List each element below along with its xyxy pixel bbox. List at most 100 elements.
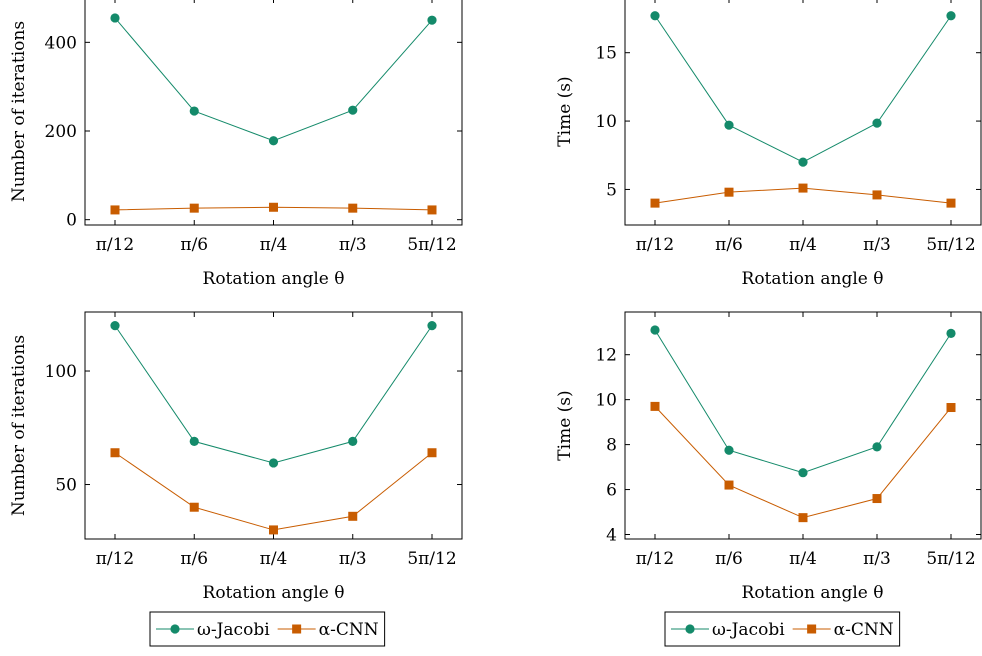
x-tick-label: π/3 [339,235,367,255]
y-tick-label: 400 [45,33,77,53]
x-tick-label: 5π/12 [926,235,975,255]
series-line [654,406,952,519]
data-point [189,502,199,512]
data-point [189,436,199,446]
x-tick-label: π/4 [789,235,817,255]
series-line [654,15,952,163]
data-point [798,513,808,523]
data-point [724,187,734,197]
y-tick-label: 10 [595,391,617,411]
y-tick-label: 10 [595,112,617,132]
y-tick-label: 200 [45,122,77,142]
x-tick-label: 5π/12 [926,549,975,569]
legend-1: ω-Jacobi α-CNN [149,611,386,647]
data-point [348,105,358,115]
x-tick-label: π/12 [96,549,135,569]
y-axis-label: Time (s) [555,390,575,460]
legend-2: ω-Jacobi α-CNN [664,611,901,647]
x-tick-label: π/4 [789,549,817,569]
data-point [650,401,660,411]
x-axis-label: Rotation angle θ [203,269,345,289]
data-point [110,205,120,215]
data-point [650,198,660,208]
data-point [798,468,808,478]
x-tick-label: π/12 [96,235,135,255]
plot-frame [84,311,463,540]
x-tick-label: 5π/12 [407,549,456,569]
data-point [946,403,956,413]
data-point [427,15,437,25]
x-tick-label: π/6 [180,235,208,255]
data-point [348,511,358,521]
legend-label: ω-Jacobi [197,620,270,640]
data-point [348,436,358,446]
x-tick-label: π/6 [715,549,743,569]
x-tick-label: π/6 [715,235,743,255]
data-point [427,321,437,331]
data-point [724,480,734,490]
y-axis-label: Number of iterations [9,21,29,202]
y-tick-label: 6 [606,481,617,501]
data-point [946,11,956,21]
data-point [872,190,882,200]
legend-marker [170,624,180,634]
data-point [872,442,882,452]
plot-frame [624,311,982,540]
y-tick-label: 5 [606,180,617,200]
x-axis-label: Rotation angle θ [742,269,884,289]
data-point [798,183,808,193]
data-point [110,321,120,331]
data-point [872,118,882,128]
data-point [650,325,660,335]
chart-1: π/12 π/6 π/4 π/3 5π/12 0 200 400 Rotation angle … [9,0,463,289]
data-point [724,120,734,130]
data-point [724,445,734,455]
data-point [872,494,882,504]
y-axis-label: Time (s) [555,76,575,146]
y-tick-label: 15 [595,44,617,64]
series-line [114,17,433,142]
data-point [946,198,956,208]
legend-marker [685,624,695,634]
series-line [654,329,952,474]
y-tick-label: 4 [606,526,617,546]
data-point [269,202,278,212]
legend-label: α-CNN [834,620,894,640]
legend-label: α-CNN [319,620,379,640]
legend-marker [807,624,817,634]
x-tick-label: π/3 [863,235,891,255]
data-point [427,448,437,458]
data-point [110,13,120,23]
x-tick-label: π/3 [339,549,367,569]
chart-2: π/12 π/6 π/4 π/3 5π/12 5 10 15 Rotation angle θ T… [555,0,982,289]
data-point [110,448,120,458]
legend-marker [292,624,302,634]
x-tick-label: π/3 [863,549,891,569]
x-tick-label: π/4 [260,549,288,569]
y-tick-label: 0 [66,211,77,231]
data-point [189,203,199,213]
data-point [348,203,358,213]
y-tick-label: 8 [606,436,617,456]
data-point [427,205,437,215]
data-point [650,11,660,21]
x-tick-label: π/6 [180,549,208,569]
data-point [189,106,199,116]
x-tick-label: π/4 [260,235,288,255]
chart-4: π/12 π/6 π/4 π/3 5π/12 4 6 8 10 12 Rotation angle … [555,311,982,603]
chart-3: π/12 π/6 π/4 π/3 5π/12 50 100 Rotation angle θ N… [9,311,463,603]
x-axis-label: Rotation angle θ [742,583,884,603]
x-axis-label: Rotation angle θ [203,583,345,603]
data-point [798,157,808,167]
y-tick-label: 12 [595,346,617,366]
y-axis-label: Number of iterations [9,335,29,516]
y-tick-label: 50 [55,476,77,496]
plot-frame [84,0,463,226]
x-tick-label: 5π/12 [407,235,456,255]
data-point [946,328,956,338]
series-line [114,325,433,464]
y-tick-label: 100 [45,362,77,382]
x-tick-label: π/12 [636,549,675,569]
legend-label: ω-Jacobi [712,620,785,640]
